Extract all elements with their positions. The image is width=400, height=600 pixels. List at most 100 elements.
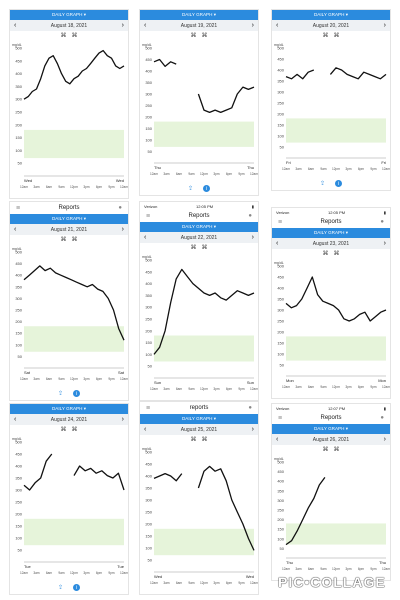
x-tick-label: 12am (150, 581, 158, 585)
toggle-icon[interactable]: ● (118, 205, 122, 211)
y-tick-label: 350 (145, 80, 152, 85)
insulin-icon[interactable]: ⌘ (201, 245, 208, 251)
target-range-band (286, 523, 386, 545)
menu-icon[interactable]: ≡ (16, 204, 21, 212)
next-day-chevron-icon[interactable]: › (383, 240, 386, 247)
insulin-icon[interactable]: ⌘ (71, 427, 78, 433)
x-tick-label: 6pm (226, 581, 233, 585)
daily-graph-dropdown[interactable]: DAILY GRAPH ▾ (272, 10, 390, 20)
prev-day-chevron-icon[interactable]: ‹ (144, 426, 147, 433)
info-icon[interactable]: i (73, 390, 81, 397)
daily-graph-dropdown[interactable]: DAILY GRAPH ▾ (10, 404, 128, 414)
prev-day-chevron-icon[interactable]: ‹ (14, 226, 17, 233)
meal-icon[interactable]: ⌘ (322, 251, 329, 257)
x-tick-label: 12am (20, 377, 28, 381)
meal-icon[interactable]: ⌘ (322, 33, 329, 39)
y-axis-unit: mg/dL (142, 255, 152, 259)
y-tick-label: 50 (148, 149, 153, 154)
next-day-chevron-icon[interactable]: › (121, 22, 124, 29)
meal-icon[interactable]: ⌘ (60, 33, 67, 39)
meal-icon[interactable]: ⌘ (60, 237, 67, 243)
date-label[interactable]: August 24, 2021 (50, 416, 88, 423)
insulin-icon[interactable]: ⌘ (201, 33, 208, 39)
next-day-chevron-icon[interactable]: › (383, 436, 386, 443)
date-label[interactable]: August 19, 2021 (180, 22, 218, 29)
insulin-icon[interactable]: ⌘ (201, 437, 208, 443)
date-label[interactable]: August 20, 2021 (312, 22, 350, 29)
prev-day-chevron-icon[interactable]: ‹ (276, 436, 279, 443)
date-label[interactable]: August 25, 2021 (180, 426, 218, 433)
graph-tile-aug20: DAILY GRAPH ▾ ‹ August 20, 2021 › ⌘ ⌘ 50 100 150… (272, 10, 390, 190)
menu-icon[interactable]: ≡ (278, 414, 283, 422)
toggle-icon[interactable]: ● (248, 213, 252, 219)
prev-day-chevron-icon[interactable]: ‹ (14, 22, 17, 29)
prev-day-chevron-icon[interactable]: ‹ (144, 234, 147, 241)
daily-graph-label: DAILY GRAPH ▾ (181, 416, 217, 421)
prev-day-chevron-icon[interactable]: ‹ (276, 240, 279, 247)
share-icon[interactable]: ⇪ (57, 585, 64, 591)
y-tick-label: 50 (18, 548, 23, 553)
date-label[interactable]: August 21, 2021 (50, 226, 88, 233)
y-tick-label: 450 (277, 57, 284, 62)
prev-day-chevron-icon[interactable]: ‹ (144, 22, 147, 29)
toggle-icon[interactable]: ● (380, 415, 384, 421)
daily-graph-dropdown[interactable]: DAILY GRAPH ▾ (10, 214, 128, 224)
share-icon[interactable]: ⇪ (187, 186, 194, 192)
daily-graph-dropdown[interactable]: DAILY GRAPH ▾ (272, 424, 390, 434)
next-day-chevron-icon[interactable]: › (121, 416, 124, 423)
insulin-icon[interactable]: ⌘ (71, 237, 78, 243)
prev-day-chevron-icon[interactable]: ‹ (14, 416, 17, 423)
share-icon[interactable]: ⇪ (57, 391, 64, 397)
meal-icon[interactable]: ⌘ (190, 437, 197, 443)
date-label[interactable]: August 23, 2021 (312, 240, 350, 247)
share-icon[interactable]: ⇪ (319, 181, 326, 187)
y-axis-unit: mg/dL (12, 437, 22, 441)
y-tick-label: 400 (145, 281, 152, 286)
next-day-chevron-icon[interactable]: › (383, 22, 386, 29)
x-tick-label: 3pm (345, 385, 352, 389)
date-label[interactable]: August 22, 2021 (180, 234, 218, 241)
insulin-icon[interactable]: ⌘ (71, 33, 78, 39)
y-tick-label: 150 (277, 123, 284, 128)
next-day-chevron-icon[interactable]: › (251, 22, 254, 29)
next-day-chevron-icon[interactable]: › (251, 234, 254, 241)
toggle-icon[interactable]: ● (248, 405, 252, 411)
insulin-icon[interactable]: ⌘ (333, 251, 340, 257)
meal-icon[interactable]: ⌘ (322, 447, 329, 453)
daily-graph-dropdown[interactable]: DAILY GRAPH ▾ (140, 414, 258, 424)
prev-day-chevron-icon[interactable]: ‹ (276, 22, 279, 29)
meal-icon[interactable]: ⌘ (190, 245, 197, 251)
insulin-icon[interactable]: ⌘ (333, 447, 340, 453)
target-range-band (24, 129, 124, 159)
meal-icon[interactable]: ⌘ (60, 427, 67, 433)
insulin-icon[interactable]: ⌘ (333, 33, 340, 39)
toggle-icon[interactable]: ● (380, 219, 384, 225)
date-label[interactable]: August 26, 2021 (312, 436, 350, 443)
graph-tile-aug23: Verizon 12:05 PM ▮ ≡ Reports ● DAILY GRAPH ▾ ‹ A… (272, 208, 390, 398)
next-day-chevron-icon[interactable]: › (121, 226, 124, 233)
info-icon[interactable]: i (73, 584, 81, 591)
x-day-left: Tue (24, 564, 32, 569)
menu-icon[interactable]: ≡ (146, 212, 151, 220)
meal-icon[interactable]: ⌘ (190, 33, 197, 39)
daily-graph-dropdown[interactable]: DAILY GRAPH ▾ (272, 228, 390, 238)
bottom-actions: ⇪ i (272, 180, 390, 187)
y-tick-label: 150 (15, 135, 22, 140)
menu-icon[interactable]: ≡ (146, 404, 151, 412)
next-day-chevron-icon[interactable]: › (251, 426, 254, 433)
x-tick-label: 9pm (108, 571, 115, 575)
info-icon[interactable]: i (335, 180, 343, 187)
date-label[interactable]: August 18, 2021 (50, 22, 88, 29)
daily-graph-dropdown[interactable]: DAILY GRAPH ▾ (140, 10, 258, 20)
menu-icon[interactable]: ≡ (278, 218, 283, 226)
y-tick-label: 500 (15, 46, 22, 51)
event-icons: ⌘ ⌘ (272, 445, 390, 454)
x-tick-label: 12pm (332, 567, 340, 571)
y-tick-label: 300 (15, 97, 22, 102)
info-icon[interactable]: i (203, 185, 211, 192)
daily-graph-dropdown[interactable]: DAILY GRAPH ▾ (10, 10, 128, 20)
battery-icon: ▮ (383, 405, 386, 411)
daily-graph-dropdown[interactable]: DAILY GRAPH ▾ (140, 222, 258, 232)
glucose-series-line (153, 58, 255, 114)
